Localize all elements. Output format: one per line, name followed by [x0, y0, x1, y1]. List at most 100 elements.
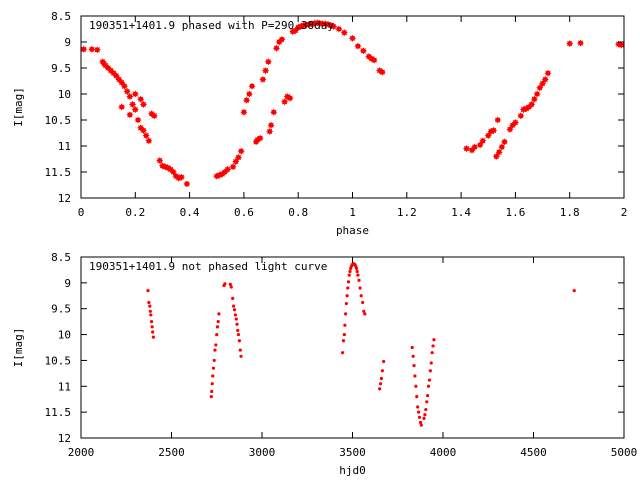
- data-point: [210, 389, 214, 394]
- data-point: [217, 312, 221, 316]
- y-tick-label: 11: [58, 380, 71, 393]
- data-point: [216, 320, 220, 324]
- data-point: [511, 119, 519, 127]
- x-tick-label: 3500: [339, 446, 366, 459]
- data-point: [231, 304, 236, 308]
- x-tick-label: 1.6: [505, 206, 525, 219]
- data-point: [380, 369, 384, 373]
- data-point: [148, 304, 152, 308]
- data-point: [378, 382, 383, 386]
- data-point: [471, 143, 479, 151]
- data-point: [354, 42, 362, 50]
- data-point: [270, 108, 278, 116]
- phased-light-curve-chart: 0 0.2 0.4 0.6 0.8 1 1.2 1.4 1.6 1.8 2 8.5 9 9.5 10 10.5…: [12, 10, 627, 237]
- x-tick-label: 1.2: [397, 206, 417, 219]
- data-point: [329, 22, 338, 30]
- data-point: [148, 309, 152, 313]
- x-tick-label: 2: [621, 206, 628, 219]
- data-point: [139, 126, 148, 134]
- data-point: [214, 343, 218, 347]
- data-point: [232, 158, 240, 166]
- y-tick-label: 10.5: [45, 354, 72, 367]
- data-point: [517, 112, 525, 120]
- phased-x-axis-label: phase: [336, 224, 369, 237]
- data-point: [428, 369, 432, 373]
- data-point: [126, 93, 134, 101]
- y-tick-label: 12: [58, 432, 71, 445]
- phased-y-axis-label: I[mag]: [12, 87, 25, 127]
- data-point: [243, 96, 251, 104]
- x-tick-label: 3000: [249, 446, 276, 459]
- data-point: [530, 95, 538, 103]
- data-point: [422, 416, 426, 420]
- data-point: [347, 273, 351, 277]
- data-point: [357, 278, 361, 282]
- data-point: [183, 180, 191, 188]
- data-point: [355, 269, 359, 274]
- y-tick-label: 11.5: [45, 166, 72, 179]
- data-point: [426, 393, 430, 398]
- data-point: [149, 313, 153, 317]
- data-point: [416, 405, 420, 409]
- x-tick-label: 4000: [430, 446, 457, 459]
- data-point: [209, 395, 213, 399]
- data-point: [256, 134, 264, 142]
- phased-axis-ticks: 0 0.2 0.4 0.6 0.8 1 1.2 1.4 1.6 1.8 2 8.5 9 9.5 10 10.5…: [45, 10, 628, 219]
- data-point: [212, 358, 216, 363]
- data-point: [236, 332, 241, 337]
- data-point: [378, 68, 386, 76]
- data-point: [359, 294, 363, 298]
- data-point: [211, 374, 215, 378]
- data-point: [240, 108, 248, 116]
- x-tick-label: 1: [349, 206, 356, 219]
- data-point: [215, 332, 219, 337]
- data-point: [617, 41, 625, 49]
- x-tick-label: 0.6: [234, 206, 254, 219]
- data-point: [430, 351, 434, 355]
- y-tick-label: 8.5: [51, 251, 71, 264]
- data-point: [272, 44, 281, 52]
- data-point: [370, 56, 378, 64]
- data-point: [232, 308, 237, 312]
- data-point: [278, 35, 286, 43]
- data-point: [538, 80, 547, 88]
- data-point: [490, 126, 498, 134]
- data-point: [93, 46, 101, 54]
- data-point: [80, 45, 88, 53]
- data-point: [484, 132, 492, 140]
- data-point: [151, 335, 155, 339]
- data-point: [506, 125, 514, 133]
- unphased-y-axis-label: I[mag]: [12, 328, 25, 368]
- y-tick-label: 9.5: [51, 303, 71, 316]
- data-point: [239, 354, 243, 358]
- data-point: [215, 325, 220, 329]
- data-point: [156, 156, 164, 165]
- data-point: [88, 45, 96, 53]
- data-point: [498, 143, 506, 151]
- data-point: [572, 289, 576, 293]
- phased-chart-title: 190351+1401.9 phased with P=290.38day: [89, 19, 334, 32]
- data-point: [248, 82, 256, 90]
- data-point: [223, 282, 227, 286]
- data-point: [429, 361, 433, 365]
- data-point: [128, 100, 137, 108]
- data-point: [462, 145, 471, 153]
- unphased-light-curve-chart: 2000 2500 3000 3500 4000 4500 5000 8.5 9 9.5 10 10.…: [12, 251, 637, 477]
- data-point: [264, 58, 272, 66]
- data-point: [131, 90, 139, 98]
- y-tick-label: 11: [58, 140, 71, 153]
- data-point: [177, 173, 186, 181]
- data-point: [348, 269, 352, 274]
- data-point: [235, 322, 239, 326]
- y-tick-label: 10: [58, 329, 71, 342]
- data-point: [362, 309, 366, 313]
- data-point: [224, 165, 232, 173]
- data-point: [233, 313, 237, 317]
- unphased-axis-ticks: 2000 2500 3000 3500 4000 4500 5000 8.5 9 9.5 10 10.…: [45, 251, 638, 459]
- data-point: [229, 285, 233, 289]
- data-point: [259, 75, 267, 84]
- data-point: [494, 116, 502, 124]
- data-point: [354, 266, 359, 270]
- data-point: [169, 168, 177, 176]
- data-point: [533, 90, 541, 98]
